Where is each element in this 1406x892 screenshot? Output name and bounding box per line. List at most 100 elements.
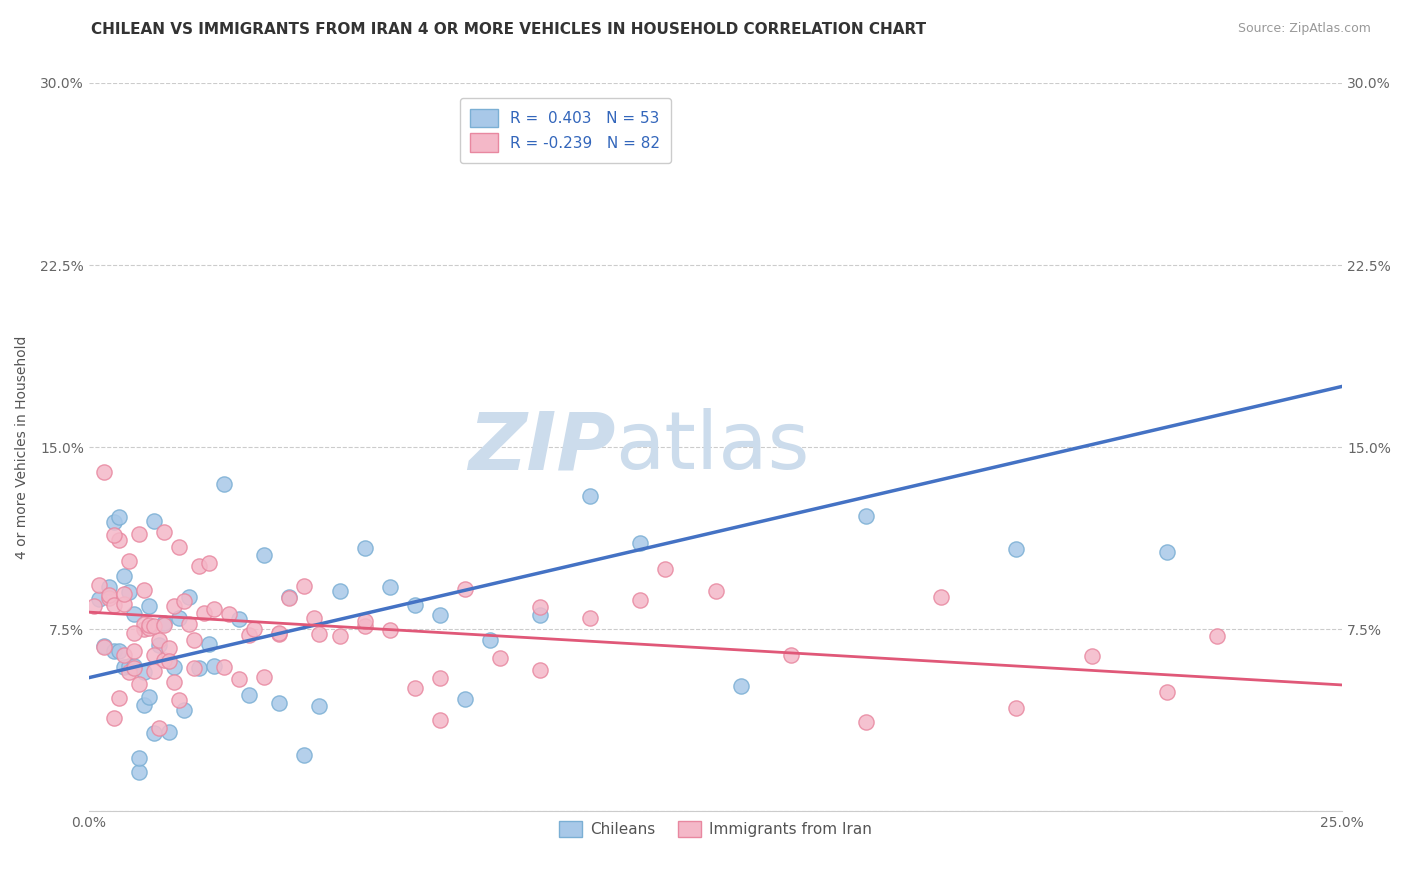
- Point: [704, 583, 727, 598]
- Point: [97, 588, 120, 602]
- Point: [103, 711, 125, 725]
- Point: [294, 747, 316, 762]
- Point: [148, 721, 170, 735]
- Point: [103, 644, 125, 658]
- Point: [278, 591, 301, 606]
- Point: [153, 525, 176, 540]
- Point: [202, 659, 225, 673]
- Point: [183, 632, 205, 647]
- Point: [87, 592, 110, 607]
- Point: [173, 594, 195, 608]
- Point: [378, 623, 401, 637]
- Point: [112, 569, 135, 583]
- Point: [173, 703, 195, 717]
- Point: [429, 608, 451, 623]
- Point: [153, 618, 176, 632]
- Point: [108, 644, 131, 658]
- Point: [103, 515, 125, 529]
- Point: [93, 639, 115, 653]
- Point: [378, 580, 401, 594]
- Text: Source: ZipAtlas.com: Source: ZipAtlas.com: [1237, 22, 1371, 36]
- Point: [278, 590, 301, 604]
- Point: [112, 587, 135, 601]
- Point: [730, 679, 752, 693]
- Point: [404, 598, 426, 612]
- Point: [163, 599, 186, 614]
- Point: [228, 672, 250, 686]
- Point: [269, 627, 291, 641]
- Point: [128, 751, 150, 765]
- Point: [157, 725, 180, 739]
- Point: [404, 681, 426, 695]
- Point: [118, 659, 141, 673]
- Point: [122, 661, 145, 675]
- Point: [454, 692, 477, 706]
- Point: [143, 664, 166, 678]
- Point: [122, 607, 145, 621]
- Point: [212, 660, 235, 674]
- Point: [122, 644, 145, 658]
- Point: [353, 615, 375, 629]
- Point: [454, 582, 477, 597]
- Point: [198, 556, 221, 570]
- Point: [157, 640, 180, 655]
- Point: [108, 690, 131, 705]
- Point: [529, 607, 551, 622]
- Point: [128, 677, 150, 691]
- Point: [132, 665, 155, 679]
- Point: [269, 697, 291, 711]
- Point: [253, 548, 276, 562]
- Point: [202, 602, 225, 616]
- Point: [132, 698, 155, 712]
- Point: [128, 765, 150, 780]
- Point: [529, 663, 551, 677]
- Point: [138, 690, 160, 704]
- Point: [628, 593, 651, 607]
- Point: [228, 612, 250, 626]
- Point: [478, 633, 501, 648]
- Point: [353, 541, 375, 556]
- Point: [97, 580, 120, 594]
- Point: [118, 665, 141, 679]
- Point: [103, 527, 125, 541]
- Point: [218, 607, 240, 621]
- Point: [157, 654, 180, 668]
- Point: [132, 582, 155, 597]
- Point: [654, 562, 676, 576]
- Point: [243, 623, 266, 637]
- Text: ZIP: ZIP: [468, 408, 616, 486]
- Point: [167, 611, 190, 625]
- Point: [163, 675, 186, 690]
- Point: [112, 660, 135, 674]
- Point: [138, 618, 160, 632]
- Point: [353, 619, 375, 633]
- Point: [108, 533, 131, 547]
- Point: [167, 540, 190, 554]
- Point: [83, 599, 105, 614]
- Point: [188, 559, 211, 574]
- Point: [118, 585, 141, 599]
- Point: [238, 688, 260, 702]
- Point: [1005, 701, 1028, 715]
- Point: [929, 590, 952, 604]
- Point: [138, 599, 160, 614]
- Point: [153, 615, 176, 630]
- Point: [328, 584, 350, 599]
- Point: [179, 590, 201, 604]
- Point: [579, 489, 602, 503]
- Point: [143, 514, 166, 528]
- Point: [132, 622, 155, 636]
- Point: [429, 671, 451, 685]
- Point: [198, 637, 221, 651]
- Point: [97, 591, 120, 605]
- Point: [112, 648, 135, 663]
- Point: [253, 670, 276, 684]
- Point: [143, 648, 166, 663]
- Point: [153, 652, 176, 666]
- Point: [148, 638, 170, 652]
- Point: [179, 617, 201, 632]
- Point: [193, 606, 215, 620]
- Point: [143, 618, 166, 632]
- Point: [328, 629, 350, 643]
- Point: [93, 465, 115, 479]
